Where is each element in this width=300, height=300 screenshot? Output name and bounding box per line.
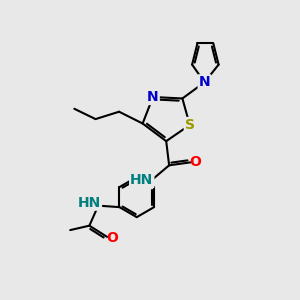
Text: HN: HN — [130, 173, 153, 187]
Text: N: N — [147, 90, 159, 104]
Text: O: O — [190, 155, 202, 170]
Text: S: S — [185, 118, 195, 132]
Text: O: O — [106, 231, 118, 245]
Text: N: N — [199, 75, 210, 89]
Text: HN: HN — [78, 196, 101, 210]
